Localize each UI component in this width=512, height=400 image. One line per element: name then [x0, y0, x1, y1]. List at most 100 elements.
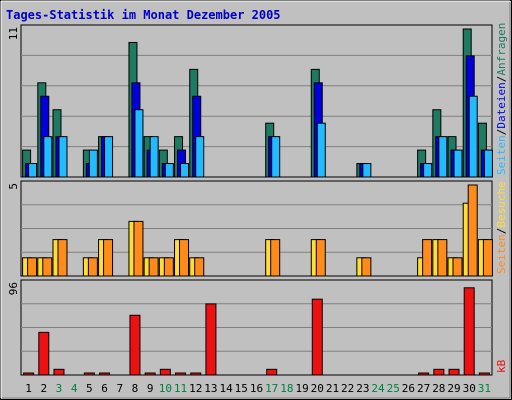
bar-kb-kb-17	[266, 368, 278, 376]
bar-traffic-seiten-3	[58, 136, 68, 178]
bar-kb-kb-30	[463, 287, 475, 376]
bar-kb-kb-3	[53, 368, 65, 376]
chart-title: Tages-Statistik im Monat Dezember 2005	[6, 8, 281, 22]
bar-kb-kb-29	[448, 368, 460, 376]
bar-visits-seiten-27	[422, 239, 433, 277]
bar-traffic-seiten-9	[149, 136, 159, 178]
x-tick-label-2: 2	[40, 382, 47, 395]
x-tick-label-21: 21	[326, 382, 339, 395]
right-label-part: /	[495, 129, 508, 136]
bar-traffic-seiten-10	[164, 163, 174, 178]
x-tick-label-11: 11	[174, 382, 187, 395]
bar-visits-seiten-28	[437, 239, 448, 277]
x-tick-label-8: 8	[132, 382, 139, 395]
bar-kb-kb-11	[175, 372, 187, 376]
right-label-part: Dateien	[495, 82, 508, 128]
bar-traffic-seiten-31	[483, 149, 493, 178]
x-tick-label-29: 29	[447, 382, 460, 395]
x-tick-label-23: 23	[356, 382, 369, 395]
bar-traffic-seiten-8	[134, 109, 144, 178]
bar-kb-kb-2	[38, 331, 50, 376]
bar-visits-seiten-5	[87, 257, 98, 277]
right-label-visits: Seiten/Besuche	[495, 181, 508, 274]
x-tick-label-19: 19	[295, 382, 308, 395]
x-tick-label-27: 27	[417, 382, 430, 395]
bar-traffic-seiten-27	[423, 163, 433, 178]
right-label-traffic: Seiten/Dateien/Anfragen	[495, 23, 508, 175]
bar-kb-kb-6	[99, 372, 111, 376]
bar-visits-seiten-9	[148, 257, 159, 277]
right-label-part: /	[495, 228, 508, 235]
x-tick-label-10: 10	[159, 382, 172, 395]
bar-traffic-seiten-1	[28, 163, 38, 178]
x-tick-label-7: 7	[116, 382, 123, 395]
bar-visits-seiten-17	[270, 239, 281, 277]
bar-traffic-seiten-17	[271, 136, 281, 178]
x-tick-label-1: 1	[25, 382, 32, 395]
x-tick-label-12: 12	[189, 382, 202, 395]
right-label-part: /	[495, 76, 508, 83]
bar-kb-kb-12	[190, 372, 202, 376]
bar-visits-seiten-1	[27, 257, 38, 277]
panel-kb: 96	[7, 279, 493, 376]
bar-kb-kb-1	[23, 372, 35, 376]
right-label-part: Seiten	[495, 135, 508, 175]
bar-visits-seiten-3	[57, 239, 68, 277]
right-label-part: kB	[495, 359, 508, 373]
right-label-kb: kB	[495, 359, 508, 373]
x-tick-label-6: 6	[101, 382, 108, 395]
bar-kb-kb-10	[159, 368, 171, 376]
bar-traffic-seiten-6	[104, 136, 114, 178]
bar-traffic-seiten-2	[43, 136, 53, 178]
x-tick-label-26: 26	[402, 382, 415, 395]
x-tick-label-14: 14	[219, 382, 233, 395]
x-tick-label-25: 25	[387, 382, 400, 395]
bar-visits-seiten-11	[179, 239, 190, 277]
bar-kb-kb-20	[311, 298, 323, 376]
x-tick-label-28: 28	[432, 382, 445, 395]
x-tick-label-20: 20	[311, 382, 324, 395]
panel-visits: 5	[7, 180, 493, 277]
bar-visits-seiten-6	[103, 239, 114, 277]
x-tick-label-17: 17	[265, 382, 278, 395]
bar-kb-kb-9	[144, 372, 156, 376]
bar-kb-kb-13	[205, 303, 217, 376]
x-tick-label-13: 13	[204, 382, 217, 395]
x-tick-label-5: 5	[86, 382, 93, 395]
bar-kb-kb-8	[129, 314, 141, 376]
bar-traffic-seiten-30	[468, 95, 478, 178]
x-tick-label-16: 16	[250, 382, 263, 395]
x-tick-label-31: 31	[478, 382, 491, 395]
axis-max-label-visits: 5	[7, 183, 20, 190]
x-tick-label-22: 22	[341, 382, 354, 395]
chart-panels: 11 5 96	[7, 24, 493, 376]
bar-visits-seiten-8	[133, 220, 144, 277]
bar-traffic-seiten-23	[362, 163, 372, 178]
x-tick-label-9: 9	[147, 382, 154, 395]
right-label-part: Anfragen	[495, 23, 508, 76]
x-tick-label-30: 30	[463, 382, 476, 395]
bar-visits-seiten-23	[361, 257, 372, 277]
bar-visits-seiten-31	[482, 239, 493, 277]
bar-kb-kb-28	[433, 368, 445, 376]
x-tick-label-3: 3	[56, 382, 63, 395]
bar-traffic-seiten-5	[88, 149, 98, 178]
bar-visits-seiten-12	[194, 257, 205, 277]
bar-kb-kb-5	[83, 372, 95, 376]
axis-max-label-traffic: 11	[7, 27, 20, 40]
right-label-part: Besuche	[495, 181, 508, 227]
bar-visits-seiten-20	[315, 239, 326, 277]
bar-visits-seiten-10	[163, 257, 174, 277]
bar-traffic-seiten-12	[195, 136, 205, 178]
x-axis-labels: 1 2 3 4 5 6 7 8 9 10 11 12 13 14 15 16 17 18 19 20 21 22 23 24 2…	[25, 382, 491, 395]
panel-traffic: 11	[7, 24, 493, 178]
right-label-part: Seiten	[495, 234, 508, 274]
bar-visits-seiten-2	[42, 257, 53, 277]
bar-traffic-seiten-20	[316, 122, 326, 178]
bar-traffic-seiten-29	[453, 149, 463, 178]
bar-traffic-seiten-28	[438, 136, 448, 178]
x-tick-label-4: 4	[71, 382, 78, 395]
axis-max-label-kb: 96	[7, 282, 20, 295]
